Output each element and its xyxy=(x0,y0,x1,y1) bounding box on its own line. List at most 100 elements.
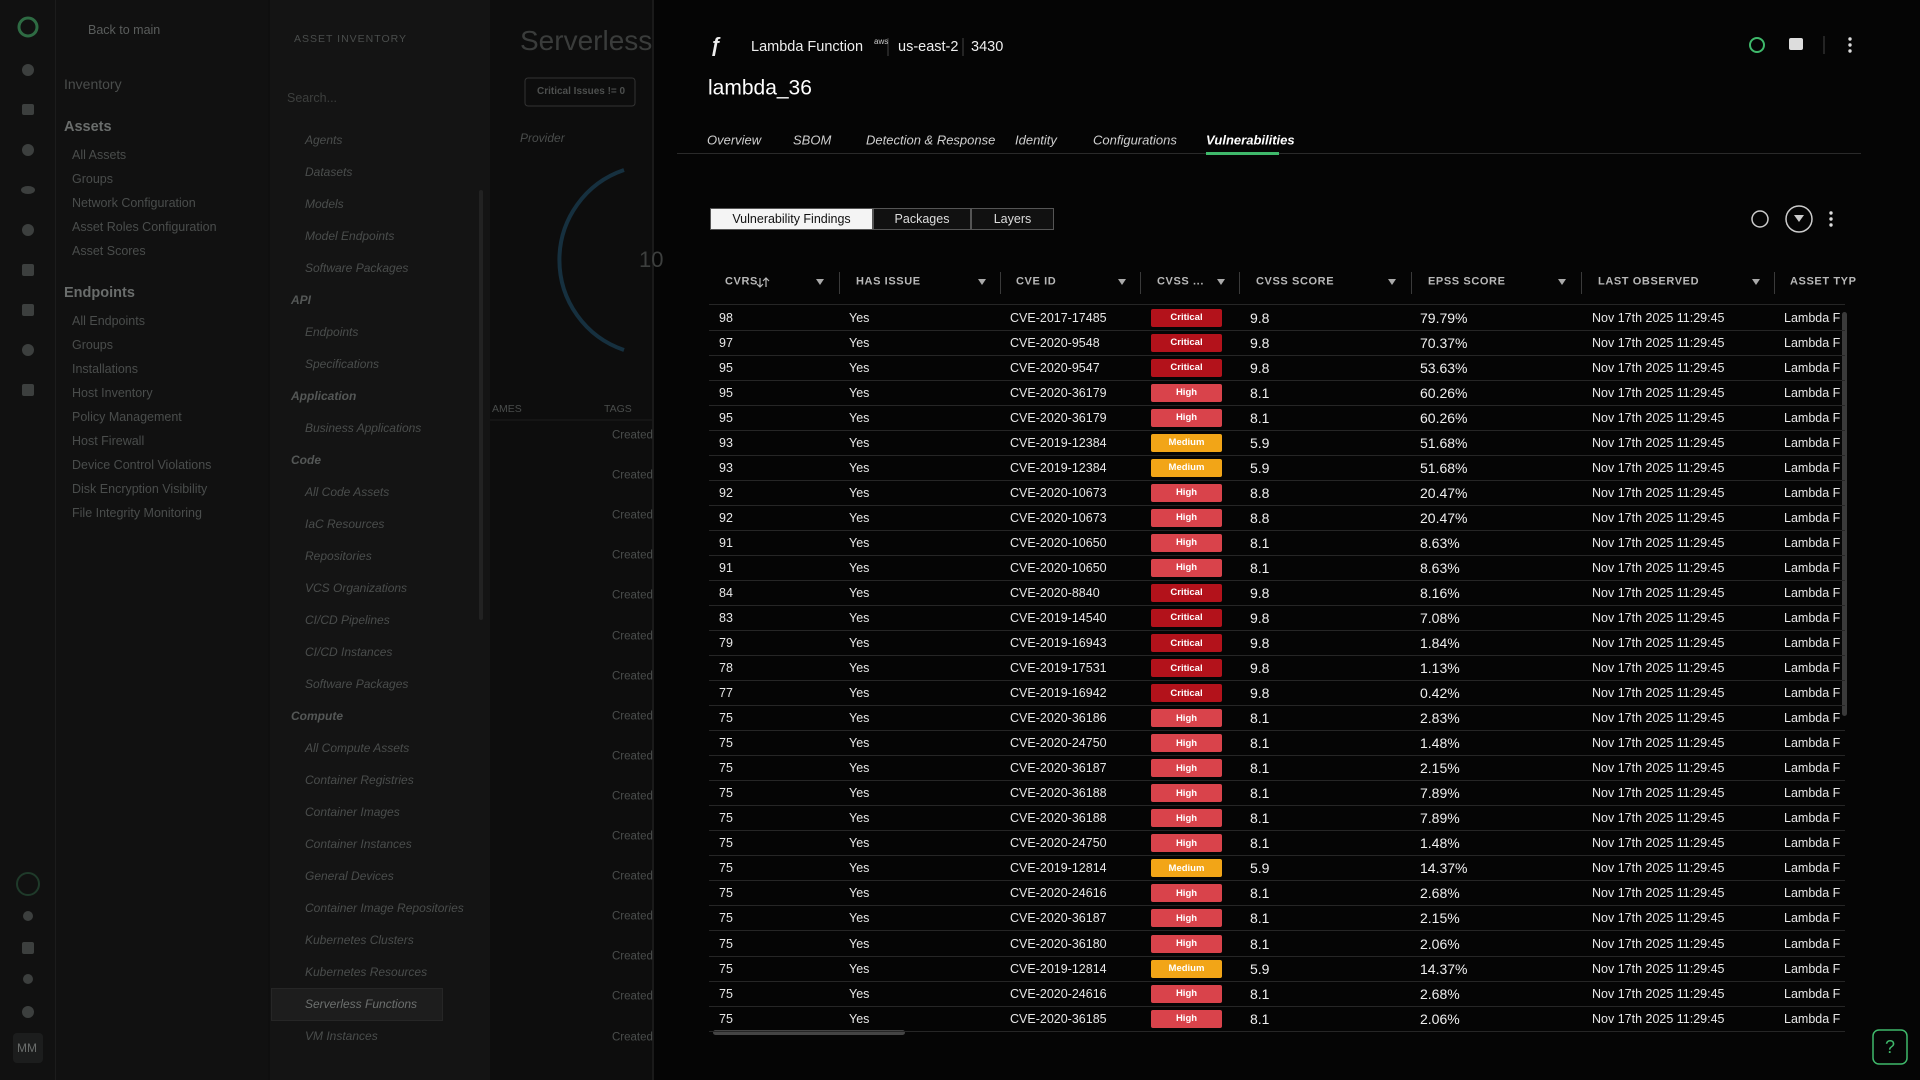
help-button[interactable] xyxy=(1872,1029,1908,1065)
table-more-icon[interactable] xyxy=(1829,211,1833,227)
nav-item[interactable]: Policy Management xyxy=(72,409,182,424)
nav-item[interactable]: Disk Encryption Visibility xyxy=(72,481,208,496)
column-separator xyxy=(1239,272,1240,294)
section-item[interactable]: Container Images xyxy=(305,805,400,819)
section-item[interactable]: General Devices xyxy=(305,869,394,883)
search-input[interactable]: Search... xyxy=(287,90,338,105)
section-item[interactable]: VM Instances xyxy=(305,1029,378,1043)
table-cell: 8.1 xyxy=(1250,559,1270,576)
column-header[interactable]: CVRS xyxy=(725,275,758,288)
table-cell: 98 xyxy=(719,310,733,325)
segment-button[interactable]: Vulnerability Findings xyxy=(710,208,873,230)
table-cell: Nov 17th 2025 11:29:45 xyxy=(1592,1011,1725,1026)
cloud-badge: aws xyxy=(874,37,889,46)
nav-item[interactable]: Device Control Violations xyxy=(72,457,212,472)
table-cell: 8.1 xyxy=(1250,835,1270,852)
tab[interactable]: SBOM xyxy=(793,132,832,148)
asset-inventory-panel xyxy=(270,0,490,1080)
table-cell: 8.1 xyxy=(1250,935,1270,952)
table-cell: 8.1 xyxy=(1250,985,1270,1002)
nav-item[interactable]: Installations xyxy=(72,361,139,376)
tag-cell: Created xyxy=(612,509,653,522)
table-cell: 8.63% xyxy=(1420,559,1460,576)
nav-group-title: Assets xyxy=(64,118,112,135)
back-link[interactable]: Back to main xyxy=(88,22,161,37)
nav-item[interactable]: All Endpoints xyxy=(72,313,145,328)
section-item[interactable]: Container Registries xyxy=(305,773,414,787)
tab[interactable]: Identity xyxy=(1015,132,1057,148)
section-item[interactable]: Container Instances xyxy=(305,837,412,851)
nav-item[interactable]: Host Inventory xyxy=(72,385,153,400)
section-item[interactable]: Business Applications xyxy=(305,421,422,435)
table-cell: Lambda F xyxy=(1784,786,1841,800)
section-item[interactable]: Software Packages xyxy=(305,261,409,275)
rail-icons xyxy=(13,16,43,1063)
table-cell: Yes xyxy=(849,986,870,1001)
section-item[interactable]: All Compute Assets xyxy=(305,741,410,755)
nav-item[interactable]: Network Configuration xyxy=(72,195,196,210)
section-item[interactable]: Software Packages xyxy=(305,677,409,691)
section-item[interactable]: Datasets xyxy=(305,165,353,179)
section-item[interactable]: IaC Resources xyxy=(305,517,385,531)
nav-item[interactable]: All Assets xyxy=(72,147,127,162)
segment-button[interactable]: Layers xyxy=(971,208,1054,230)
table-cell: CVE-2020-36179 xyxy=(1010,410,1107,425)
row-divider xyxy=(709,780,1845,782)
table-cell: 8.1 xyxy=(1250,885,1270,902)
nav-item[interactable]: File Integrity Monitoring xyxy=(72,505,202,520)
row-divider xyxy=(709,680,1845,682)
tab[interactable]: Overview xyxy=(707,132,762,148)
nav-heading: Inventory xyxy=(64,76,122,92)
section-item[interactable]: CI/CD Pipelines xyxy=(305,613,390,627)
comment-icon[interactable] xyxy=(1789,38,1803,50)
table-cell: 1.48% xyxy=(1420,735,1460,752)
tab[interactable]: Vulnerabilities xyxy=(1206,132,1295,148)
target-icon[interactable] xyxy=(1751,210,1769,228)
tab[interactable]: Detection & Response xyxy=(866,132,996,148)
tab[interactable]: Configurations xyxy=(1093,132,1177,148)
segment-button[interactable]: Packages xyxy=(873,208,971,230)
column-header[interactable]: CVSS ... xyxy=(1157,275,1204,288)
section-item[interactable]: Kubernetes Clusters xyxy=(305,933,414,947)
table-cell: Lambda F xyxy=(1784,861,1841,876)
section-item[interactable]: Specifications xyxy=(305,357,380,371)
table-cell: Yes xyxy=(849,685,870,700)
table-cell: Lambda F xyxy=(1784,460,1841,475)
table-cell: 7.89% xyxy=(1420,785,1460,802)
table-cell: Nov 17th 2025 11:29:45 xyxy=(1592,585,1725,600)
section-item[interactable]: Model Endpoints xyxy=(305,229,395,243)
status-icon[interactable] xyxy=(1749,37,1765,53)
column-header[interactable]: LAST OBSERVED xyxy=(1598,275,1700,288)
nav-item[interactable]: Groups xyxy=(72,171,113,186)
section-item[interactable]: Repositories xyxy=(305,549,372,563)
nav-item[interactable]: Host Firewall xyxy=(72,433,145,448)
nav-item[interactable]: Asset Roles Configuration xyxy=(72,219,217,234)
nav-item[interactable]: Asset Scores xyxy=(72,243,146,258)
more-icon[interactable] xyxy=(1848,37,1852,53)
section-item[interactable]: Serverless Functions xyxy=(305,997,418,1011)
column-header[interactable]: ASSET TYP xyxy=(1790,275,1857,288)
section-item[interactable]: All Code Assets xyxy=(305,485,390,499)
table-cell: CVE-2020-24616 xyxy=(1010,886,1107,901)
filter-button[interactable] xyxy=(1785,205,1813,233)
nav-item[interactable]: Groups xyxy=(72,337,113,352)
section-item[interactable]: Models xyxy=(305,197,344,211)
asset-type: Lambda Function xyxy=(751,38,864,55)
section-item[interactable]: Kubernetes Resources xyxy=(305,965,428,979)
section-item[interactable]: Endpoints xyxy=(305,325,359,339)
section-item[interactable]: Agents xyxy=(305,133,343,147)
tag-cell: Created xyxy=(612,429,653,442)
filter-chip-label: Critical Issues != 0 xyxy=(537,86,626,97)
severity-badge: High xyxy=(1151,934,1222,953)
severity-badge: Critical xyxy=(1151,358,1222,377)
table-cell: Lambda F xyxy=(1784,660,1841,675)
column-header[interactable]: EPSS SCORE xyxy=(1428,275,1506,288)
column-header[interactable]: CVSS SCORE xyxy=(1256,275,1335,288)
nav-panel xyxy=(56,0,268,1080)
column-header[interactable]: HAS ISSUE xyxy=(856,275,921,288)
column-header[interactable]: CVE ID xyxy=(1016,275,1057,288)
section-item[interactable]: Container Image Repositories xyxy=(305,901,464,915)
section-item[interactable]: VCS Organizations xyxy=(305,581,408,595)
table-cell: Yes xyxy=(849,460,870,475)
section-item[interactable]: CI/CD Instances xyxy=(305,645,393,659)
